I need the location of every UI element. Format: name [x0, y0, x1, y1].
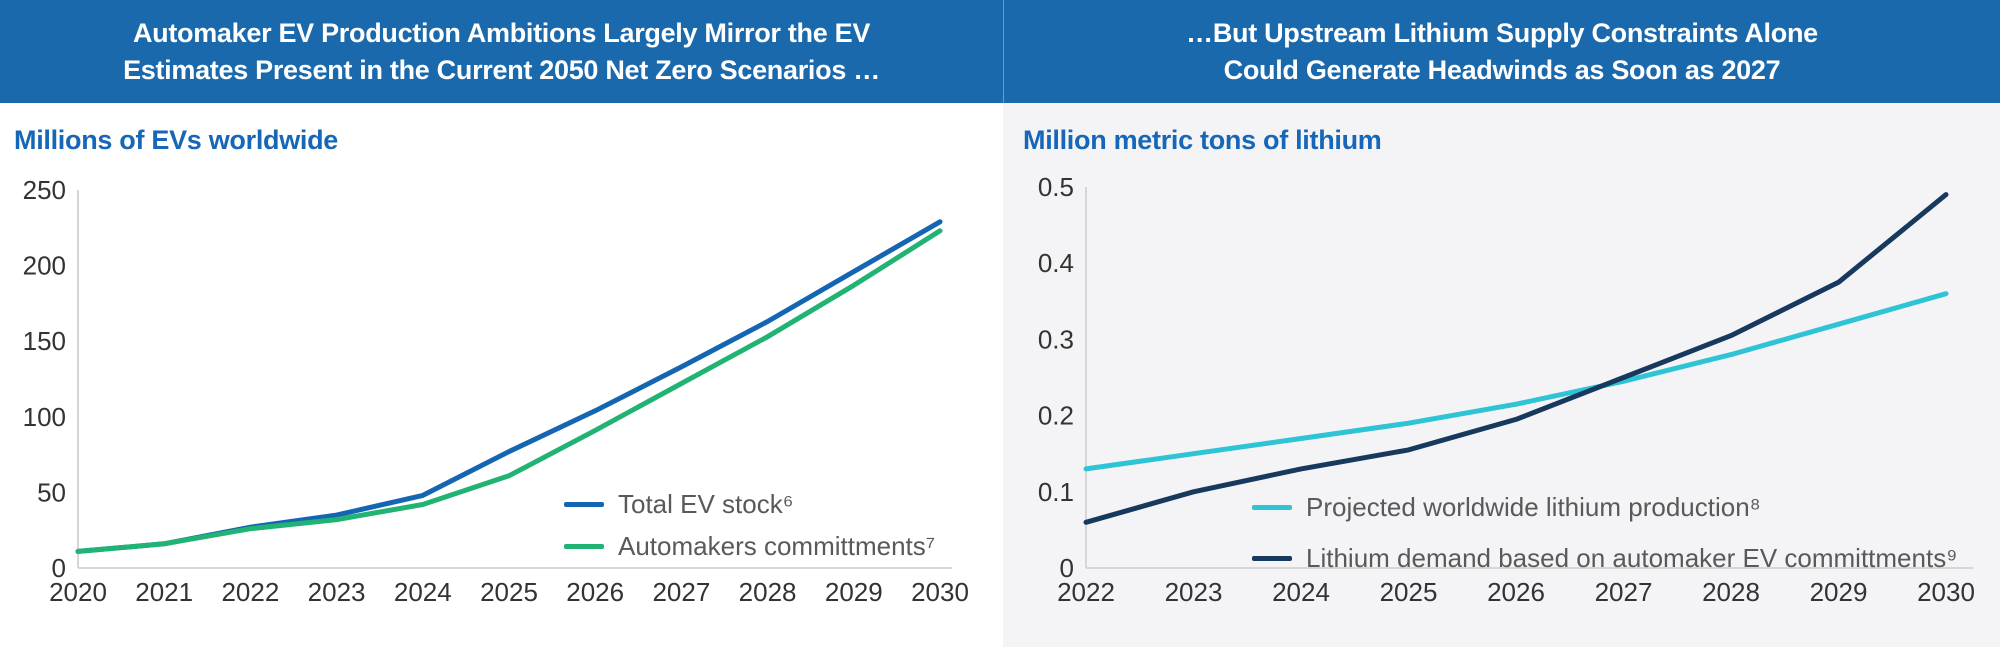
header-banner: Automaker EV Production Ambitions Largel…	[0, 0, 2000, 103]
right-chart-ylabel: Million metric tons of lithium	[1023, 125, 1382, 155]
svg-text:0.3: 0.3	[1038, 324, 1074, 354]
svg-text:2023: 2023	[308, 577, 366, 607]
svg-text:2021: 2021	[135, 577, 193, 607]
svg-text:2027: 2027	[652, 577, 710, 607]
total-ev-stock-line-swatch	[564, 502, 604, 507]
svg-text:0.5: 0.5	[1038, 172, 1074, 202]
svg-text:2024: 2024	[394, 577, 452, 607]
svg-text:2025: 2025	[480, 577, 538, 607]
svg-text:2028: 2028	[739, 577, 797, 607]
svg-text:200: 200	[23, 251, 66, 281]
charts-area: Millions of EVs worldwide 0 50 100 150 200 25…	[0, 103, 2000, 647]
left-chart-panel: Millions of EVs worldwide 0 50 100 150 200 25…	[0, 103, 1003, 647]
svg-text:2026: 2026	[1487, 577, 1545, 607]
right-title-line2: Could Generate Headwinds as Soon as 2027	[1223, 54, 1781, 85]
svg-text:0.1: 0.1	[1038, 477, 1074, 507]
svg-text:250: 250	[23, 175, 66, 205]
legend-label: Automakers committments⁷	[618, 531, 936, 561]
legend-item-lithium-production: Projected worldwide lithium production⁸	[1252, 492, 1761, 523]
svg-text:2020: 2020	[49, 577, 107, 607]
svg-text:2029: 2029	[1810, 577, 1868, 607]
svg-text:0.4: 0.4	[1038, 248, 1074, 278]
right-chart-panel: Million metric tons of lithium 0 0.1 0.2 0.…	[1003, 103, 2000, 647]
legend-label: Total EV stock⁶	[618, 489, 794, 519]
legend-item-total-ev-stock: Total EV stock⁶	[564, 489, 793, 520]
svg-text:0: 0	[52, 553, 66, 583]
legend-label: Lithium demand based on automaker EV com…	[1306, 543, 1958, 573]
svg-text:2030: 2030	[1917, 577, 1975, 607]
legend-item-lithium-demand: Lithium demand based on automaker EV com…	[1252, 543, 1957, 574]
automakers-committments-line-swatch	[564, 544, 604, 549]
svg-text:150: 150	[23, 326, 66, 356]
svg-text:100: 100	[23, 402, 66, 432]
left-chart: 0 50 100 150 200 250 2020 2021 2022 2023 2024 2025 2…	[23, 175, 969, 607]
svg-text:2022: 2022	[221, 577, 279, 607]
left-chart-ylabel: Millions of EVs worldwide	[14, 125, 339, 155]
svg-text:2027: 2027	[1595, 577, 1653, 607]
svg-text:2024: 2024	[1272, 577, 1330, 607]
lithium-demand-line-swatch	[1252, 556, 1292, 561]
svg-text:2030: 2030	[911, 577, 969, 607]
right-chart: 0 0.1 0.2 0.3 0.4 0.5 2022 2023 2024 2025 2026 2027…	[1038, 172, 1975, 607]
svg-text:2023: 2023	[1165, 577, 1223, 607]
left-title-line2: Estimates Present in the Current 2050 Ne…	[123, 54, 880, 85]
right-title-line1: …But Upstream Lithium Supply Constraints…	[1186, 17, 1818, 48]
svg-text:2022: 2022	[1057, 577, 1115, 607]
left-title-line1: Automaker EV Production Ambitions Largel…	[132, 17, 871, 48]
svg-text:0: 0	[1060, 553, 1074, 583]
svg-text:0.2: 0.2	[1038, 401, 1074, 431]
left-chart-title: Automaker EV Production Ambitions Largel…	[0, 0, 1003, 103]
svg-text:50: 50	[37, 477, 66, 507]
lithium-production-line-swatch	[1252, 505, 1292, 510]
svg-text:2026: 2026	[566, 577, 624, 607]
right-chart-title: …But Upstream Lithium Supply Constraints…	[1003, 0, 2000, 103]
legend-label: Projected worldwide lithium production⁸	[1306, 492, 1761, 522]
svg-text:2025: 2025	[1380, 577, 1438, 607]
svg-text:2029: 2029	[825, 577, 883, 607]
legend-item-automakers-committments: Automakers committments⁷	[564, 531, 935, 562]
svg-text:2028: 2028	[1702, 577, 1760, 607]
